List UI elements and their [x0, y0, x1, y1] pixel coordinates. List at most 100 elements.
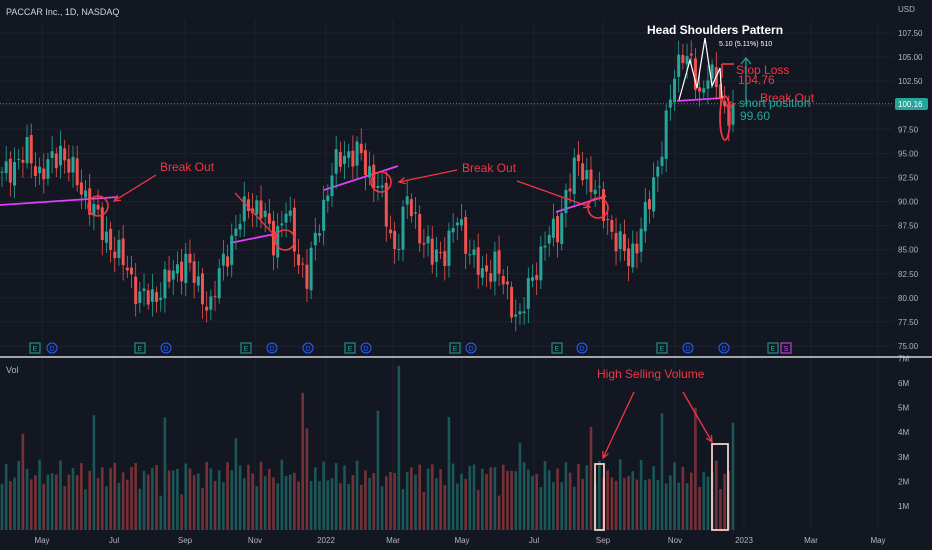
- candle-body: [205, 306, 209, 311]
- candle-body: [702, 88, 706, 93]
- candle-body: [434, 249, 438, 262]
- candle-body: [647, 199, 651, 210]
- candle-body: [171, 270, 175, 280]
- volume-bar: [664, 483, 668, 530]
- volume-bar: [623, 478, 626, 530]
- candle-body: [313, 232, 317, 246]
- candle-body: [627, 248, 631, 266]
- dividend-marker-ring: [465, 342, 477, 354]
- breakout-circle: [370, 171, 392, 193]
- volume-bar: [451, 463, 455, 530]
- candle-body: [355, 141, 359, 166]
- candle-body: [397, 248, 401, 251]
- volume-bar: [222, 482, 225, 530]
- volume-bar: [263, 476, 267, 530]
- event-marker: E: [656, 342, 668, 354]
- candle-body: [652, 177, 656, 212]
- candle-body: [163, 269, 167, 299]
- earnings-marker-box: [780, 342, 792, 354]
- price-tick-label: 97.50: [898, 125, 919, 134]
- candle-body: [326, 195, 330, 202]
- volume-bar: [92, 415, 96, 530]
- volume-bar: [422, 492, 426, 530]
- event-marker-letter: E: [555, 346, 560, 353]
- arrow-head: [270, 231, 279, 240]
- volume-bar: [142, 471, 146, 530]
- candle-body: [284, 213, 288, 223]
- arrow-head: [582, 201, 592, 209]
- time-tick-label: Jul: [529, 536, 539, 545]
- candle-body: [58, 145, 62, 166]
- candle-body: [501, 276, 505, 285]
- event-marker-letter: E: [244, 346, 249, 353]
- volume-bar: [456, 483, 459, 530]
- candle-body: [251, 208, 255, 214]
- volume-bar: [418, 464, 422, 530]
- candle-body: [175, 264, 179, 274]
- volume-tick-label: 1M: [898, 502, 909, 511]
- event-marker: D: [465, 342, 477, 354]
- price-tick-label: 87.50: [898, 222, 919, 231]
- volume-bar: [535, 473, 538, 530]
- volume-bar: [188, 468, 192, 530]
- candle-body: [242, 196, 246, 222]
- volume-bar: [84, 489, 87, 530]
- candle-body: [723, 100, 727, 106]
- candle-body: [75, 158, 79, 186]
- volume-bar: [723, 473, 726, 530]
- high-volume-box: [711, 443, 729, 531]
- candle-body: [259, 200, 263, 219]
- volume-bar: [146, 474, 150, 530]
- volume-tick-label: 7M: [898, 354, 909, 363]
- volume-bar: [443, 485, 447, 530]
- volume-bar: [42, 483, 46, 530]
- candle-body: [539, 246, 543, 281]
- event-marker-letter: D: [579, 346, 584, 353]
- annotation-entry-value: 99.60: [740, 109, 770, 123]
- candle-body: [46, 159, 50, 179]
- volume-bar: [163, 417, 167, 530]
- candle-body: [184, 253, 188, 283]
- volume-bar: [34, 475, 37, 530]
- candle-body: [618, 231, 622, 249]
- candle-body: [643, 202, 647, 232]
- event-marker: E: [240, 342, 252, 354]
- volume-bar: [176, 468, 179, 530]
- volume-bar: [46, 474, 50, 530]
- candle-body: [155, 292, 159, 302]
- candle-body: [309, 247, 313, 291]
- volume-tick-label: 5M: [898, 404, 909, 413]
- volume-bar: [539, 487, 543, 530]
- annotation-pattern-title: Head Shoulders Pattern: [647, 23, 783, 37]
- time-tick-label: Jul: [109, 536, 119, 545]
- arrow-head: [602, 450, 609, 460]
- volume-bar: [493, 467, 497, 530]
- event-marker: D: [266, 342, 278, 354]
- volume-bar: [351, 475, 355, 530]
- dividend-marker-ring: [46, 342, 58, 354]
- breakout-circle: [274, 229, 296, 251]
- axes: 107.50105.00102.50100.0097.5095.0092.509…: [34, 29, 923, 545]
- volume-bar: [213, 480, 217, 530]
- volume-bar: [151, 467, 154, 530]
- earnings-marker-box: [656, 342, 668, 354]
- event-marker-letter: E: [453, 346, 458, 353]
- earnings-marker-box: [29, 342, 41, 354]
- event-marker: E: [29, 342, 41, 354]
- annotation-arrow: [234, 192, 278, 239]
- candle-body: [706, 80, 710, 89]
- volume-bar: [297, 481, 300, 530]
- candle-body: [230, 235, 234, 265]
- event-marker-letter: D: [468, 346, 473, 353]
- volume-bar: [75, 475, 79, 530]
- volume-bar: [309, 480, 313, 530]
- price-candles: [0, 40, 735, 332]
- volume-bar: [476, 489, 480, 530]
- annotation-break-out-2: Break Out: [462, 161, 517, 175]
- volume-tick-label: 4M: [898, 428, 909, 437]
- candle-body: [543, 245, 547, 248]
- price-tick-label: 82.50: [898, 270, 919, 279]
- candle-body: [414, 212, 418, 214]
- volume-bar: [581, 478, 584, 530]
